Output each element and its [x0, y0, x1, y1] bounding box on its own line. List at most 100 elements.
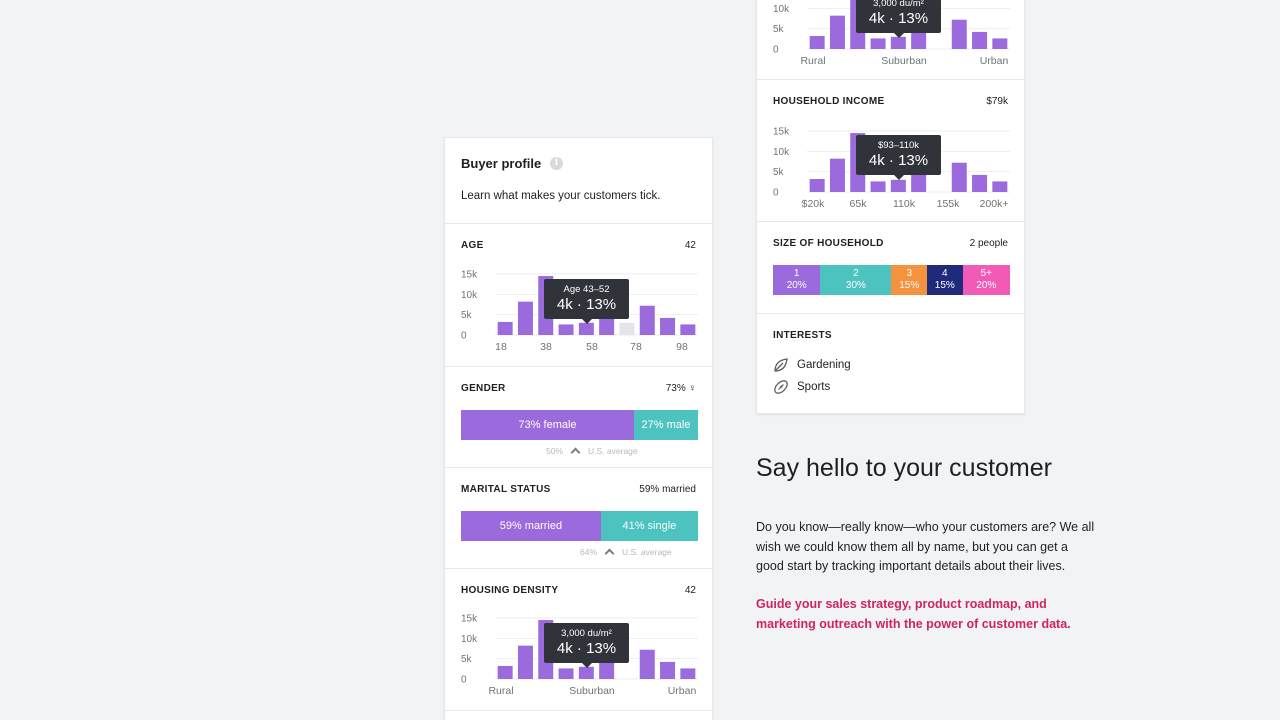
income-chart-bar[interactable]	[890, 179, 906, 192]
gender-value: 73% ♀	[665, 383, 696, 394]
housing-chart-bar[interactable]	[497, 665, 513, 679]
age-chart-bar[interactable]	[558, 324, 574, 335]
chevron-up-icon	[604, 548, 615, 559]
household-size-segment-1[interactable]: 1 20%	[773, 265, 821, 295]
gender-title: GENDER	[461, 383, 506, 394]
age-chart-bar[interactable]	[599, 317, 615, 335]
age-value: 42	[684, 240, 696, 251]
income-chart-x-tick: 155k	[937, 198, 961, 210]
housing-chart-bar[interactable]	[517, 645, 533, 679]
housing-top-chart-bar[interactable]	[890, 36, 906, 49]
housing-top-chart-x-tick: Suburban	[881, 55, 927, 67]
leaf-icon	[774, 358, 788, 372]
age-chart-bar[interactable]	[639, 305, 655, 335]
age-chart-y-tick: 15k	[461, 270, 478, 281]
segment-pct: 15%	[899, 280, 920, 291]
age-chart-x-tick: 18	[495, 341, 507, 353]
marital-value: 59% married	[639, 484, 696, 495]
housing-chart-bar[interactable]	[558, 668, 574, 679]
marital-section: MARITAL STATUS 59% married 59% married 4…	[445, 467, 712, 568]
segment-label: 4	[942, 268, 948, 279]
household-size-value: 2 people	[969, 238, 1008, 249]
household-size-segment-3[interactable]: 3 15%	[891, 265, 928, 295]
gender-us-average-value: 50%	[546, 446, 564, 456]
income-chart-bar[interactable]	[972, 174, 988, 192]
income-chart-bar[interactable]	[870, 181, 886, 192]
age-chart-x-tick: 58	[586, 341, 598, 353]
housing-top-chart-bar[interactable]	[972, 31, 988, 49]
housing-top-chart-bar[interactable]	[992, 38, 1008, 49]
next-section	[445, 710, 712, 720]
housing-chart-bar[interactable]	[639, 649, 655, 679]
age-chart-bar[interactable]	[680, 324, 696, 335]
hello-heading: Say hello to your customer	[756, 454, 1052, 482]
interest-sports[interactable]: Sports	[773, 379, 830, 395]
household-size-bar[interactable]: 1 20% 2 30% 3 15% 4 15% 5+ 20%	[773, 265, 1010, 295]
marital-us-average-label: U.S. average	[622, 547, 672, 557]
housing-density-chart[interactable]: 0 5k 10k 15k Rural Suburban Urban	[445, 569, 714, 711]
age-tooltip-label: Age 43–52	[563, 284, 610, 295]
segment-label: 5+	[980, 268, 992, 279]
housing-top-chart-y-tick: 5k	[773, 24, 785, 35]
housing-top-chart-bar[interactable]	[809, 35, 825, 49]
household-size-segment-4[interactable]: 4 15%	[927, 265, 963, 295]
housing-top-chart-bar[interactable]	[911, 31, 927, 49]
age-chart-y-tick: 10k	[461, 290, 478, 301]
income-chart-x-tick: $20k	[802, 198, 826, 210]
hello-cta: Guide your sales strategy, product roadm…	[756, 597, 1071, 631]
income-tooltip: $93–110k 4k · 13%	[856, 135, 941, 180]
gender-split-bar[interactable]: 73% female 27% male	[461, 410, 698, 440]
marital-split-bar[interactable]: 59% married 41% single	[461, 511, 698, 541]
housing-top-chart-bar[interactable]	[829, 15, 845, 49]
gender-section: GENDER 73% ♀ 73% female 27% male 50% U.S.…	[445, 366, 712, 467]
housing-chart-bar[interactable]	[578, 666, 594, 679]
info-icon[interactable]: i	[550, 157, 563, 170]
housing-tooltip-value: 4k · 13%	[556, 640, 617, 657]
housing-chart-x-tick: Suburban	[569, 685, 615, 697]
housing-chart-y-tick: 10k	[461, 634, 478, 645]
age-tooltip: Age 43–52 4k · 13%	[544, 279, 629, 324]
housing-density-title: HOUSING DENSITY	[461, 585, 559, 596]
housing-top-chart-bar[interactable]	[951, 19, 967, 49]
housing-top-chart-x-tick: Rural	[800, 55, 825, 67]
housing-chart-y-tick: 0	[461, 675, 467, 686]
marital-single-segment[interactable]: 41% single	[600, 511, 698, 541]
age-chart-bar[interactable]	[619, 322, 635, 335]
housing-top-chart-y-tick: 10k	[773, 4, 790, 15]
gender-female-segment[interactable]: 73% female	[461, 410, 634, 440]
age-chart-bar[interactable]	[517, 301, 533, 335]
income-chart-bar[interactable]	[992, 181, 1008, 192]
income-tooltip-label: $93–110k	[877, 140, 920, 151]
marital-married-segment[interactable]: 59% married	[461, 511, 601, 541]
age-chart-bar[interactable]	[578, 322, 594, 335]
income-chart-bar[interactable]	[829, 158, 845, 192]
household-size-segment-5plus[interactable]: 5+ 20%	[962, 265, 1010, 295]
housing-top-tooltip-value: 4k · 13%	[868, 10, 929, 27]
housing-chart-bar[interactable]	[660, 661, 676, 679]
housing-chart-bar[interactable]	[599, 661, 615, 679]
housing-chart-x-tick: Rural	[488, 685, 513, 697]
housing-tooltip-label: 3,000 du/m²	[561, 628, 612, 639]
segment-pct: 20%	[786, 280, 807, 291]
gender-us-average: 50% U.S. average	[546, 446, 638, 458]
age-chart-bar[interactable]	[497, 321, 513, 335]
income-chart-bar[interactable]	[809, 178, 825, 192]
housing-top-chart-bar[interactable]	[870, 38, 886, 49]
income-chart-bar[interactable]	[951, 162, 967, 192]
household-size-segment-2[interactable]: 2 30%	[820, 265, 892, 295]
chevron-up-icon	[570, 447, 581, 458]
gender-male-segment[interactable]: 27% male	[634, 410, 698, 440]
age-section: AGE 42 0 5k 10k 15k 18 38 58 78 98 Age 43–52 4k …	[445, 223, 712, 366]
household-income-section: HOUSEHOLD INCOME $79k 0 5k 10k 15k $20k 65k 11…	[757, 79, 1024, 221]
age-chart-bar[interactable]	[660, 317, 676, 335]
gender-us-average-label: U.S. average	[588, 446, 638, 456]
income-chart-bar[interactable]	[911, 174, 927, 192]
football-icon	[774, 380, 788, 394]
interest-gardening[interactable]: Gardening	[773, 357, 851, 373]
housing-density-section: HOUSING DENSITY 42 0 5k 10k 15k Rural Suburba…	[445, 568, 712, 710]
age-chart-x-tick: 38	[540, 341, 552, 353]
segment-label: 3	[906, 268, 913, 279]
housing-chart-bar[interactable]	[680, 668, 696, 679]
interest-label: Sports	[797, 381, 831, 393]
